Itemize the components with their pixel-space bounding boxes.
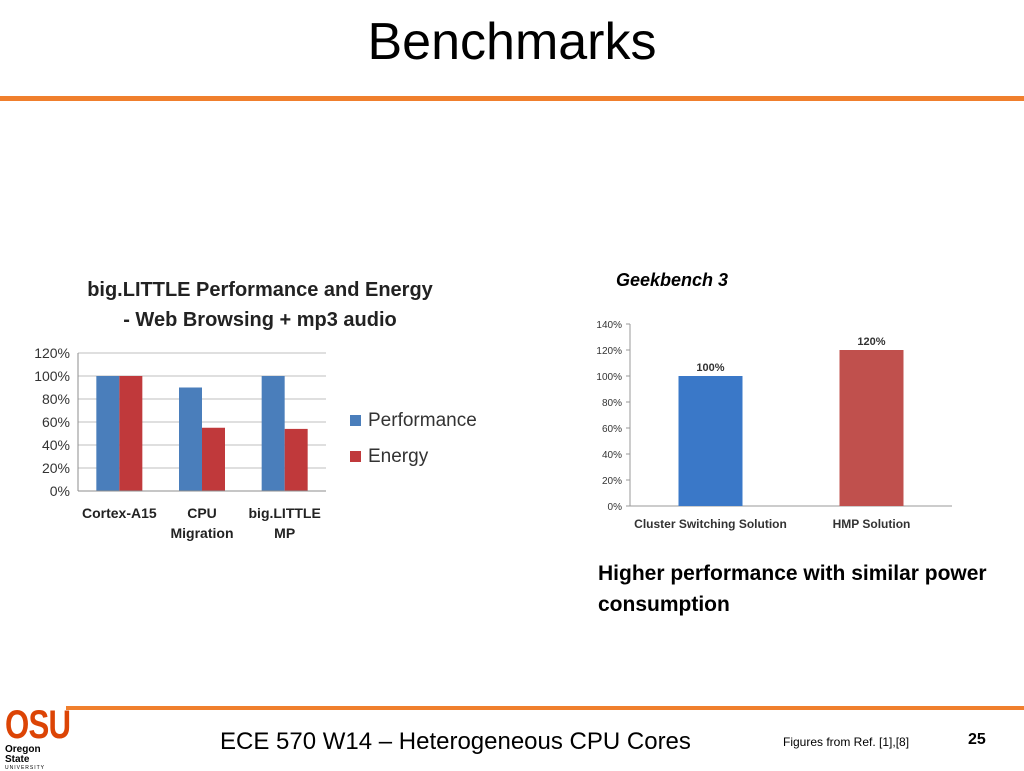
chart2-title: Geekbench 3 (616, 270, 728, 290)
caption-text: Higher performance with similar power co… (598, 562, 987, 616)
chart1-ytick-label: 0% (50, 483, 70, 499)
chart2-ytick-label: 100% (596, 372, 622, 383)
chart2-ytick-label: 0% (608, 502, 623, 513)
chart1-category-label: CPU (187, 505, 217, 521)
chart1-bar-energy (284, 428, 308, 491)
chart1-bar-performance (261, 376, 285, 491)
chart1-legend-swatch (350, 415, 361, 426)
chart2-bar (839, 350, 904, 506)
chart2-ytick-label: 80% (602, 398, 622, 409)
chart1-ytick-label: 20% (42, 460, 70, 476)
chart1-ytick-label: 60% (42, 414, 70, 430)
footer-course-title: ECE 570 W14 – Heterogeneous CPU Cores (220, 728, 691, 755)
chart1-legend-label: Energy (368, 446, 429, 467)
top-divider (0, 96, 1024, 101)
chart2-category-label: Cluster Switching Solution (634, 517, 787, 531)
chart2-bar (678, 376, 743, 506)
logo-name: Oregon State (5, 744, 41, 765)
chart2-ytick-label: 60% (602, 424, 622, 435)
chart2-ytick-label: 20% (602, 476, 622, 487)
chart1-category-label: MP (274, 525, 295, 541)
chart1-category-label: Migration (171, 525, 234, 541)
chart2-data-label: 120% (857, 336, 885, 348)
chart1-category-label: big.LITTLE (249, 505, 321, 521)
chart1-bar-performance (96, 376, 120, 491)
chart1-ytick-label: 80% (42, 391, 70, 407)
chart2-category-label: HMP Solution (833, 517, 911, 531)
osu-logo: OSU Oregon State UNIVERSITY (5, 703, 71, 771)
footer-reference: Figures from Ref. [1],[8] (783, 735, 910, 749)
chart1-legend-label: Performance (368, 410, 477, 431)
page-number: 25 (968, 731, 986, 748)
chart1-title-line: - Web Browsing + mp3 audio (123, 309, 397, 331)
chart1-category-label: Cortex-A15 (82, 505, 157, 521)
logo-mark: OSU (5, 703, 71, 747)
chart1-ytick-label: 100% (34, 368, 70, 384)
chart2-ytick-label: 120% (596, 346, 622, 357)
chart1-bar-energy (119, 376, 143, 491)
chart2-ytick-label: 140% (596, 320, 622, 331)
chart1-legend-swatch (350, 451, 361, 462)
chart1-bar-energy (202, 427, 225, 491)
chart1-title-line: big.LITTLE Performance and Energy (87, 279, 433, 301)
chart2-data-label: 100% (696, 362, 724, 374)
chart2-ytick-label: 40% (602, 450, 622, 461)
chart1-ytick-label: 120% (34, 345, 70, 361)
chart1-bar-performance (179, 387, 202, 491)
bottom-divider (66, 706, 1024, 710)
slide-title: Benchmarks (367, 13, 657, 71)
chart1-ytick-label: 40% (42, 437, 70, 453)
logo-university: UNIVERSITY (5, 765, 46, 771)
